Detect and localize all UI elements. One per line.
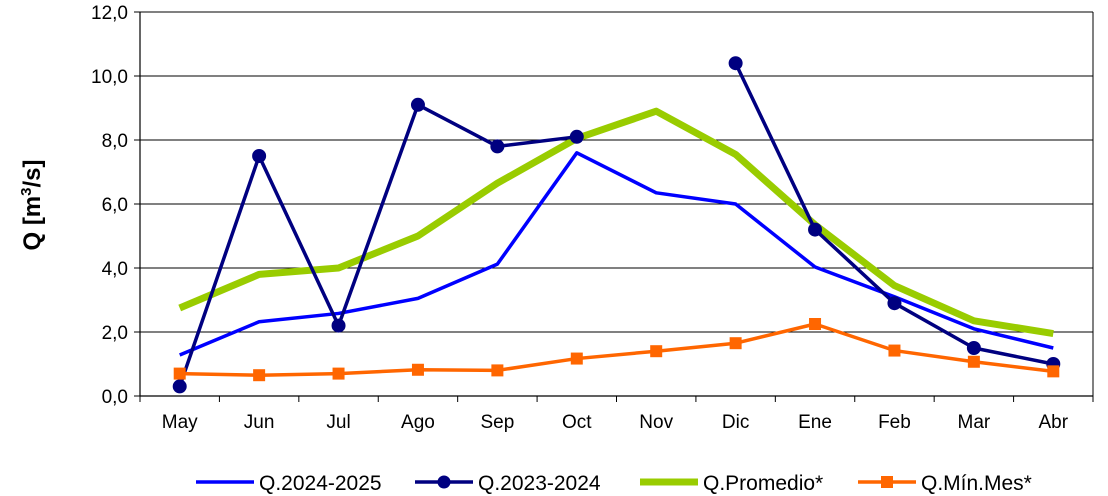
data-point-square	[888, 344, 901, 357]
legend-label: Q.Promedio*	[703, 472, 823, 495]
legend: Q.2024-2025 Q.2023-2024 Q.Promedio* Q.Mín.M…	[196, 472, 1032, 495]
legend-label: Q.2024-2025	[259, 472, 382, 495]
x-tick-label: Feb	[878, 412, 911, 433]
x-tick-label: Nov	[639, 412, 673, 433]
data-point-square	[491, 364, 504, 377]
data-point-circle	[569, 129, 584, 144]
data-point-square	[967, 355, 980, 368]
data-point-circle	[728, 56, 743, 71]
y-tick-labels: 0,0 2,0 4,0 6,0 8,0 10,0 12,0	[91, 3, 128, 408]
data-point-circle	[252, 149, 267, 163]
series-group	[172, 56, 1061, 394]
legend-label: Q.Mín.Mes*	[921, 472, 1032, 495]
x-tick-label: Jun	[244, 412, 275, 433]
y-tick-label: 4,0	[102, 259, 128, 280]
x-tick-label: Sep	[480, 412, 514, 433]
series-line-q-2024-2025	[179, 151, 1054, 357]
x-tick-labels: May Jun Jul Ago Sep Oct Nov Dic Ene Feb Mar Abr	[162, 412, 1069, 433]
series-line-q-2023-2024	[734, 62, 1054, 366]
data-point-square	[173, 367, 186, 380]
data-point-circle	[490, 139, 505, 154]
x-tick-label: May	[162, 412, 198, 433]
series-line-q-m-n-mes-	[179, 322, 1054, 377]
data-point-circle	[808, 222, 823, 237]
x-tick-label: Oct	[562, 412, 592, 433]
y-axis-label: Q [m3/s]	[18, 159, 46, 250]
x-tick-label: Mar	[958, 412, 991, 433]
y-tick-label: 12,0	[91, 3, 128, 24]
data-point-circle	[966, 341, 981, 355]
data-point-square	[809, 318, 822, 330]
y-tick-label: 10,0	[91, 67, 128, 88]
data-point-square	[332, 367, 345, 380]
data-point-square	[253, 369, 266, 382]
data-point-square	[729, 337, 742, 350]
y-tick-label: 2,0	[102, 323, 128, 344]
data-point-circle	[172, 379, 187, 394]
data-point-circle	[410, 97, 425, 112]
y-tick-label: 8,0	[102, 131, 128, 152]
data-point-square	[1047, 365, 1060, 378]
x-tick-label: Abr	[1039, 412, 1069, 433]
data-point-circle	[887, 296, 902, 311]
y-tick-label: 6,0	[102, 195, 128, 216]
legend-marker-square	[881, 476, 893, 488]
x-tick-label: Jul	[326, 412, 350, 433]
legend-marker-circle	[437, 475, 451, 489]
series-line-q-promedio-	[178, 107, 1054, 338]
data-point-square	[411, 363, 424, 376]
x-tick-label: Ene	[798, 412, 832, 433]
data-point-square	[570, 352, 583, 365]
x-tick-label: Dic	[722, 412, 749, 433]
data-point-circle	[331, 318, 346, 333]
legend-label: Q.2023-2024	[478, 472, 601, 495]
x-tick-label: Ago	[401, 412, 435, 433]
axes	[134, 11, 1094, 402]
y-tick-label: 0,0	[102, 387, 128, 408]
data-point-square	[650, 345, 663, 358]
series-line-q-2023-2024	[178, 103, 578, 387]
